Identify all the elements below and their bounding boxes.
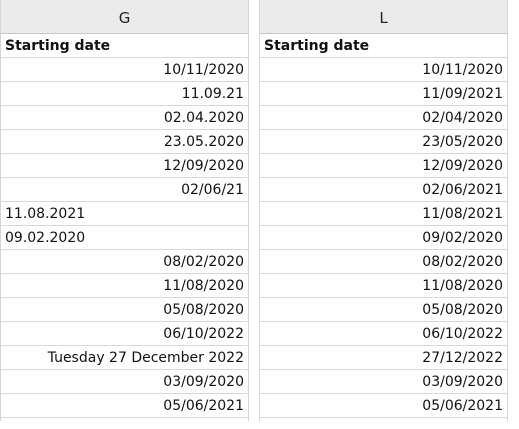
- cell-l-3[interactable]: 02/04/2020: [260, 106, 507, 130]
- header-cell-g[interactable]: Starting date: [1, 34, 248, 58]
- cell-g-2[interactable]: 11.09.21: [1, 82, 248, 106]
- cell-l-6[interactable]: 02/06/2021: [260, 178, 507, 202]
- cell-l-15[interactable]: 05/06/2021: [260, 394, 507, 418]
- cell-l-12[interactable]: 06/10/2022: [260, 322, 507, 346]
- cell-g-3[interactable]: 02.04.2020: [1, 106, 248, 130]
- cell-g-9[interactable]: 08/02/2020: [1, 250, 248, 274]
- column-header-g[interactable]: G: [1, 0, 248, 34]
- cell-l-8[interactable]: 09/02/2020: [260, 226, 507, 250]
- cell-l-9[interactable]: 08/02/2020: [260, 250, 507, 274]
- cell-g-6[interactable]: 02/06/21: [1, 178, 248, 202]
- cell-l-4[interactable]: 23/05/2020: [260, 130, 507, 154]
- cell-g-14[interactable]: 03/09/2020: [1, 370, 248, 394]
- column-l-panel: L Starting date 10/11/2020 11/09/2021 02/0…: [259, 0, 508, 421]
- cell-l-2[interactable]: 11/09/2021: [260, 82, 507, 106]
- cell-g-5[interactable]: 12/09/2020: [1, 154, 248, 178]
- cell-g-15[interactable]: 05/06/2021: [1, 394, 248, 418]
- column-g-panel: G Starting date 10/11/2020 11.09.21 02.04.…: [0, 0, 249, 421]
- cell-l-1[interactable]: 10/11/2020: [260, 58, 507, 82]
- cell-g-12[interactable]: 06/10/2022: [1, 322, 248, 346]
- cell-g-11[interactable]: 05/08/2020: [1, 298, 248, 322]
- cell-l-10[interactable]: 11/08/2020: [260, 274, 507, 298]
- cell-l-14[interactable]: 03/09/2020: [260, 370, 507, 394]
- cell-l-13[interactable]: 27/12/2022: [260, 346, 507, 370]
- cell-g-8[interactable]: 09.02.2020: [1, 226, 248, 250]
- header-cell-l[interactable]: Starting date: [260, 34, 507, 58]
- cell-l-7[interactable]: 11/08/2021: [260, 202, 507, 226]
- cell-l-11[interactable]: 05/08/2020: [260, 298, 507, 322]
- cell-g-1[interactable]: 10/11/2020: [1, 58, 248, 82]
- cell-g-10[interactable]: 11/08/2020: [1, 274, 248, 298]
- cell-g-7[interactable]: 11.08.2021: [1, 202, 248, 226]
- cell-l-5[interactable]: 12/09/2020: [260, 154, 507, 178]
- cell-g-4[interactable]: 23.05.2020: [1, 130, 248, 154]
- panel-gap: [249, 0, 259, 429]
- column-header-l[interactable]: L: [260, 0, 507, 34]
- cell-g-13[interactable]: Tuesday 27 December 2022: [1, 346, 248, 370]
